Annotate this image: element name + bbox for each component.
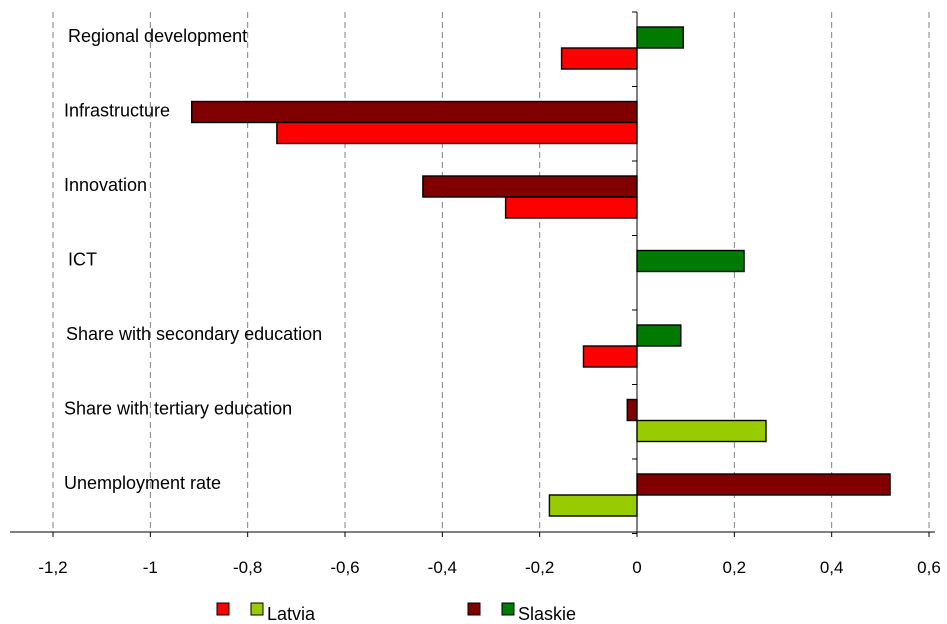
legend-swatch — [501, 602, 515, 616]
x-tick-label: -1,2 — [38, 558, 67, 577]
legend-swatch — [250, 602, 264, 616]
bar-slaskie — [636, 249, 745, 273]
x-tick-label: -1 — [143, 558, 158, 577]
bar-slaskie — [626, 398, 638, 422]
bar-latvia — [548, 494, 638, 517]
x-tick-label: -0,2 — [525, 558, 554, 577]
bar-latvia — [504, 196, 638, 219]
category-label: Unemployment rate — [64, 473, 221, 493]
x-tick-label: -0,6 — [330, 558, 359, 577]
legend-label: Slaskie — [518, 604, 576, 624]
x-tick-label: -0,4 — [428, 558, 457, 577]
x-tick-label: 0,2 — [723, 558, 747, 577]
bar-latvia — [582, 345, 638, 368]
legend-swatch — [467, 602, 481, 616]
bar-latvia — [276, 121, 638, 145]
category-label: Regional development — [68, 26, 247, 46]
x-tick-label: 0,4 — [820, 558, 844, 577]
x-tick-label: 0,6 — [917, 558, 941, 577]
legend: Latvia Slaskie — [216, 602, 576, 624]
bar-slaskie — [636, 26, 684, 49]
legend-swatch — [216, 602, 230, 616]
bar-slaskie — [636, 324, 682, 347]
bar-slaskie — [190, 100, 638, 124]
bar-latvia — [636, 419, 767, 443]
bar-latvia — [560, 47, 638, 70]
grid-lines — [52, 12, 930, 532]
legend-label: Latvia — [267, 604, 316, 624]
bar-slaskie — [636, 473, 891, 496]
x-tick-label: -0,8 — [233, 558, 262, 577]
category-label: Share with tertiary education — [64, 399, 292, 419]
x-tick-label: 0 — [632, 558, 641, 577]
category-label: ICT — [68, 250, 97, 270]
bars — [190, 26, 891, 517]
category-labels: Regional development Infrastructure Innova… — [64, 26, 322, 493]
x-ticks: -1,2 -1 -0,8 -0,6 -0,4 -0,2 0 0,2 0,4 0,6 — [38, 11, 941, 577]
category-label: Infrastructure — [64, 101, 170, 121]
category-label: Innovation — [64, 175, 147, 195]
category-label: Share with secondary education — [66, 324, 322, 344]
bar-slaskie — [422, 175, 638, 198]
